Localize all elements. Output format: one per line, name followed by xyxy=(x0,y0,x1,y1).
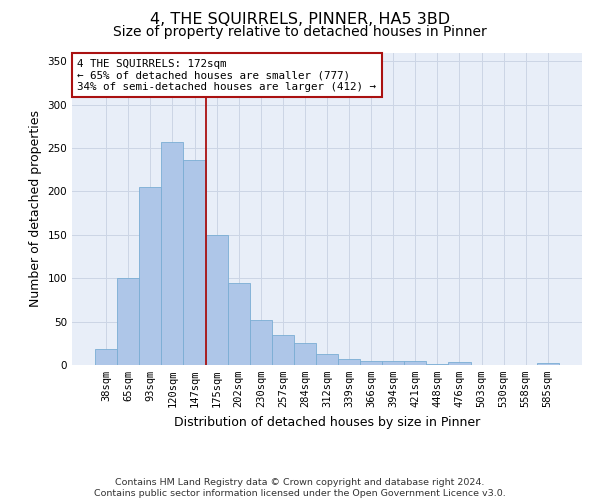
Bar xyxy=(161,142,184,365)
Bar xyxy=(537,364,559,365)
Bar xyxy=(382,360,404,365)
Bar xyxy=(206,235,227,365)
Bar xyxy=(294,344,316,365)
Y-axis label: Number of detached properties: Number of detached properties xyxy=(29,110,42,307)
Bar xyxy=(272,334,294,365)
Bar xyxy=(139,187,161,365)
X-axis label: Distribution of detached houses by size in Pinner: Distribution of detached houses by size … xyxy=(174,416,480,428)
Bar xyxy=(250,320,272,365)
Bar xyxy=(427,364,448,365)
Text: Contains HM Land Registry data © Crown copyright and database right 2024.
Contai: Contains HM Land Registry data © Crown c… xyxy=(94,478,506,498)
Bar xyxy=(95,350,117,365)
Text: Size of property relative to detached houses in Pinner: Size of property relative to detached ho… xyxy=(113,25,487,39)
Bar xyxy=(404,360,427,365)
Bar xyxy=(184,160,206,365)
Bar xyxy=(117,278,139,365)
Text: 4, THE SQUIRRELS, PINNER, HA5 3BD: 4, THE SQUIRRELS, PINNER, HA5 3BD xyxy=(150,12,450,28)
Bar xyxy=(338,359,360,365)
Bar xyxy=(448,362,470,365)
Bar xyxy=(316,354,338,365)
Bar xyxy=(360,360,382,365)
Bar xyxy=(227,282,250,365)
Text: 4 THE SQUIRRELS: 172sqm
← 65% of detached houses are smaller (777)
34% of semi-d: 4 THE SQUIRRELS: 172sqm ← 65% of detache… xyxy=(77,58,376,92)
